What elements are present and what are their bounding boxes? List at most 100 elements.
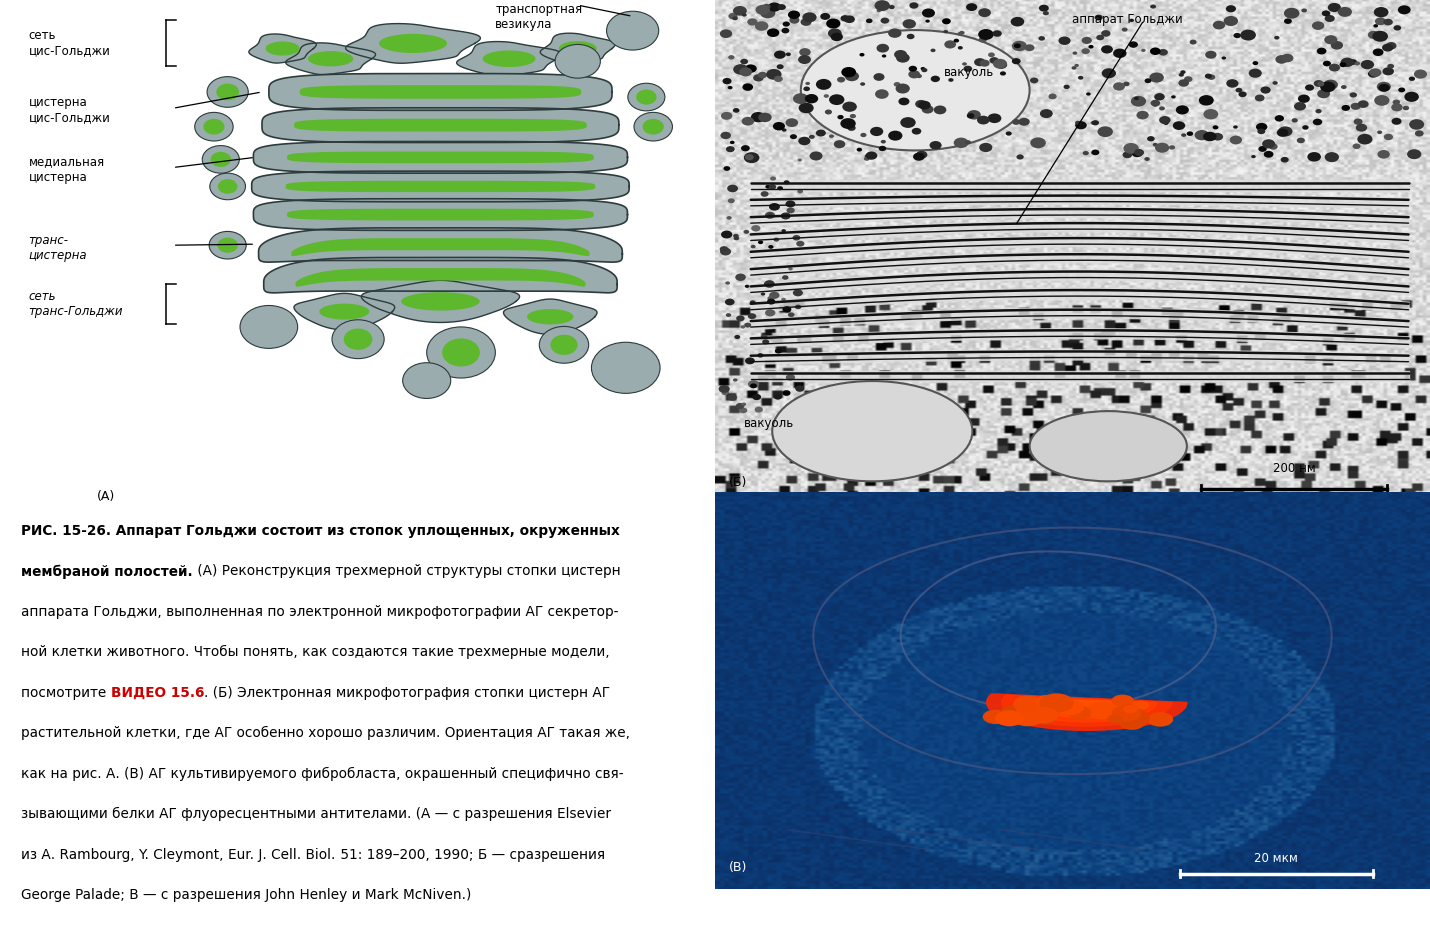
Circle shape [751, 383, 756, 388]
Polygon shape [259, 228, 622, 262]
Circle shape [734, 378, 738, 381]
Circle shape [1153, 103, 1158, 107]
Circle shape [722, 390, 729, 395]
Circle shape [724, 166, 731, 171]
Circle shape [745, 154, 754, 160]
Circle shape [1350, 103, 1361, 110]
Polygon shape [286, 43, 376, 75]
Circle shape [794, 397, 804, 404]
Circle shape [1088, 44, 1094, 48]
Circle shape [722, 78, 732, 84]
Circle shape [995, 61, 1007, 69]
Circle shape [774, 76, 782, 82]
Circle shape [1160, 116, 1171, 124]
Circle shape [741, 145, 749, 151]
Circle shape [764, 280, 775, 288]
Text: аппарат Гольджи: аппарат Гольджи [1072, 12, 1183, 26]
Circle shape [748, 18, 758, 26]
Circle shape [1238, 92, 1247, 97]
Circle shape [1012, 695, 1044, 712]
Circle shape [795, 409, 807, 417]
Circle shape [203, 119, 225, 134]
Circle shape [825, 110, 832, 114]
Circle shape [1317, 47, 1327, 55]
Circle shape [719, 246, 728, 253]
Circle shape [768, 245, 774, 249]
Circle shape [1324, 15, 1334, 22]
Circle shape [1150, 47, 1161, 55]
Circle shape [1123, 705, 1138, 713]
Circle shape [771, 176, 776, 181]
Circle shape [633, 113, 672, 141]
Circle shape [894, 50, 907, 59]
Circle shape [766, 28, 779, 37]
Circle shape [967, 110, 981, 119]
Circle shape [442, 339, 480, 366]
Circle shape [1317, 89, 1330, 98]
Circle shape [1323, 79, 1338, 90]
Circle shape [592, 342, 661, 394]
Circle shape [1057, 700, 1084, 715]
Circle shape [1353, 144, 1360, 149]
Circle shape [1030, 78, 1038, 83]
Circle shape [824, 95, 829, 97]
Circle shape [874, 73, 885, 80]
Circle shape [728, 394, 736, 401]
Circle shape [1383, 19, 1393, 26]
Circle shape [726, 184, 738, 192]
Circle shape [954, 137, 968, 148]
Circle shape [1017, 154, 1024, 160]
Polygon shape [286, 181, 595, 192]
Text: Eur. J. Cell. Biol.: Eur. J. Cell. Biol. [229, 848, 336, 862]
Circle shape [899, 55, 908, 61]
Circle shape [787, 207, 795, 214]
Circle shape [915, 100, 927, 108]
Circle shape [761, 191, 769, 197]
Text: сеть
транс-Гольджи: сеть транс-Гольджи [29, 290, 123, 318]
Polygon shape [287, 209, 593, 220]
Circle shape [1316, 109, 1321, 114]
Circle shape [742, 117, 754, 126]
Circle shape [1067, 706, 1091, 719]
Circle shape [1105, 710, 1125, 721]
Circle shape [785, 201, 795, 207]
Circle shape [1030, 137, 1045, 149]
Circle shape [1111, 694, 1134, 707]
Circle shape [795, 305, 801, 309]
Circle shape [864, 157, 869, 161]
Circle shape [1121, 27, 1128, 31]
Circle shape [726, 146, 735, 152]
Circle shape [1175, 105, 1188, 114]
Circle shape [925, 20, 930, 23]
Circle shape [794, 94, 808, 104]
Circle shape [1297, 137, 1304, 143]
Circle shape [1273, 81, 1278, 85]
Circle shape [944, 30, 948, 33]
Polygon shape [263, 257, 618, 293]
Circle shape [1144, 79, 1151, 83]
Circle shape [1072, 51, 1077, 55]
Circle shape [912, 152, 925, 161]
Circle shape [1024, 44, 1034, 51]
Circle shape [1274, 115, 1284, 122]
Circle shape [982, 710, 1008, 724]
Circle shape [1153, 143, 1158, 147]
Text: сеть
цис-Гольджи: сеть цис-Гольджи [29, 29, 110, 58]
Circle shape [768, 296, 775, 301]
Circle shape [787, 374, 795, 380]
Circle shape [1234, 33, 1241, 38]
Circle shape [1213, 21, 1226, 29]
Circle shape [841, 15, 849, 22]
Circle shape [758, 240, 764, 244]
Ellipse shape [1030, 412, 1187, 482]
Circle shape [1240, 29, 1256, 41]
Circle shape [555, 44, 601, 79]
Circle shape [827, 19, 841, 28]
Circle shape [909, 2, 918, 9]
Circle shape [755, 407, 762, 412]
Circle shape [788, 267, 792, 271]
Circle shape [1377, 150, 1390, 159]
Circle shape [1011, 708, 1044, 727]
Polygon shape [249, 34, 316, 63]
Circle shape [785, 52, 791, 56]
